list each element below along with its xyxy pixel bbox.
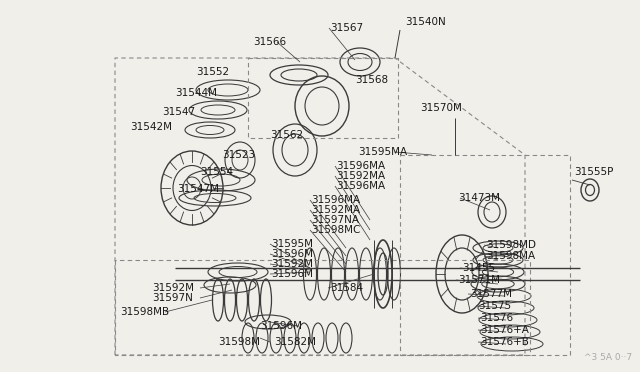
Text: 31570M: 31570M — [420, 103, 462, 113]
Text: 31566: 31566 — [253, 37, 286, 47]
Text: 31547: 31547 — [162, 107, 195, 117]
Text: 31596MA: 31596MA — [311, 195, 360, 205]
Text: 31562: 31562 — [270, 130, 303, 140]
Text: 31598MC: 31598MC — [311, 225, 360, 235]
Text: 31584: 31584 — [330, 283, 363, 293]
Text: 31595M: 31595M — [271, 239, 313, 249]
Text: 31596M: 31596M — [271, 269, 313, 279]
Text: 31552: 31552 — [196, 67, 229, 77]
Text: 31592MA: 31592MA — [311, 205, 360, 215]
Text: 31571M: 31571M — [458, 275, 500, 285]
Text: 31576: 31576 — [480, 313, 513, 323]
Text: 31598MA: 31598MA — [486, 251, 535, 261]
Text: 31540N: 31540N — [405, 17, 445, 27]
Text: 31455: 31455 — [462, 263, 495, 273]
Text: 31576+A: 31576+A — [480, 325, 529, 335]
Text: 31596MA: 31596MA — [336, 161, 385, 171]
Text: 31544M: 31544M — [175, 88, 217, 98]
Text: 31547M: 31547M — [177, 184, 219, 194]
Text: 31555P: 31555P — [574, 167, 613, 177]
Text: 31596M: 31596M — [271, 249, 313, 259]
Text: 31473M: 31473M — [458, 193, 500, 203]
Text: 31582M: 31582M — [274, 337, 316, 347]
Text: 31592MA: 31592MA — [336, 171, 385, 181]
Text: 31596M: 31596M — [260, 321, 302, 331]
Text: 31523: 31523 — [222, 150, 255, 160]
Text: 31592M: 31592M — [152, 283, 194, 293]
Text: 31575: 31575 — [478, 301, 511, 311]
Text: 31577M: 31577M — [470, 289, 512, 299]
Text: 31598MD: 31598MD — [486, 240, 536, 250]
Text: 31592M: 31592M — [271, 259, 313, 269]
Text: 31597NA: 31597NA — [311, 215, 359, 225]
Text: 31598M: 31598M — [218, 337, 260, 347]
Text: ^3 5A 0··7: ^3 5A 0··7 — [584, 353, 632, 362]
Text: 31576+B: 31576+B — [480, 337, 529, 347]
Text: 31597N: 31597N — [152, 293, 193, 303]
Text: 31568: 31568 — [355, 75, 388, 85]
Text: 31567: 31567 — [330, 23, 363, 33]
Text: 31595MA: 31595MA — [358, 147, 407, 157]
Text: 31542M: 31542M — [130, 122, 172, 132]
Text: 31598MB: 31598MB — [120, 307, 169, 317]
Text: 31554: 31554 — [200, 167, 233, 177]
Text: 31596MA: 31596MA — [336, 181, 385, 191]
